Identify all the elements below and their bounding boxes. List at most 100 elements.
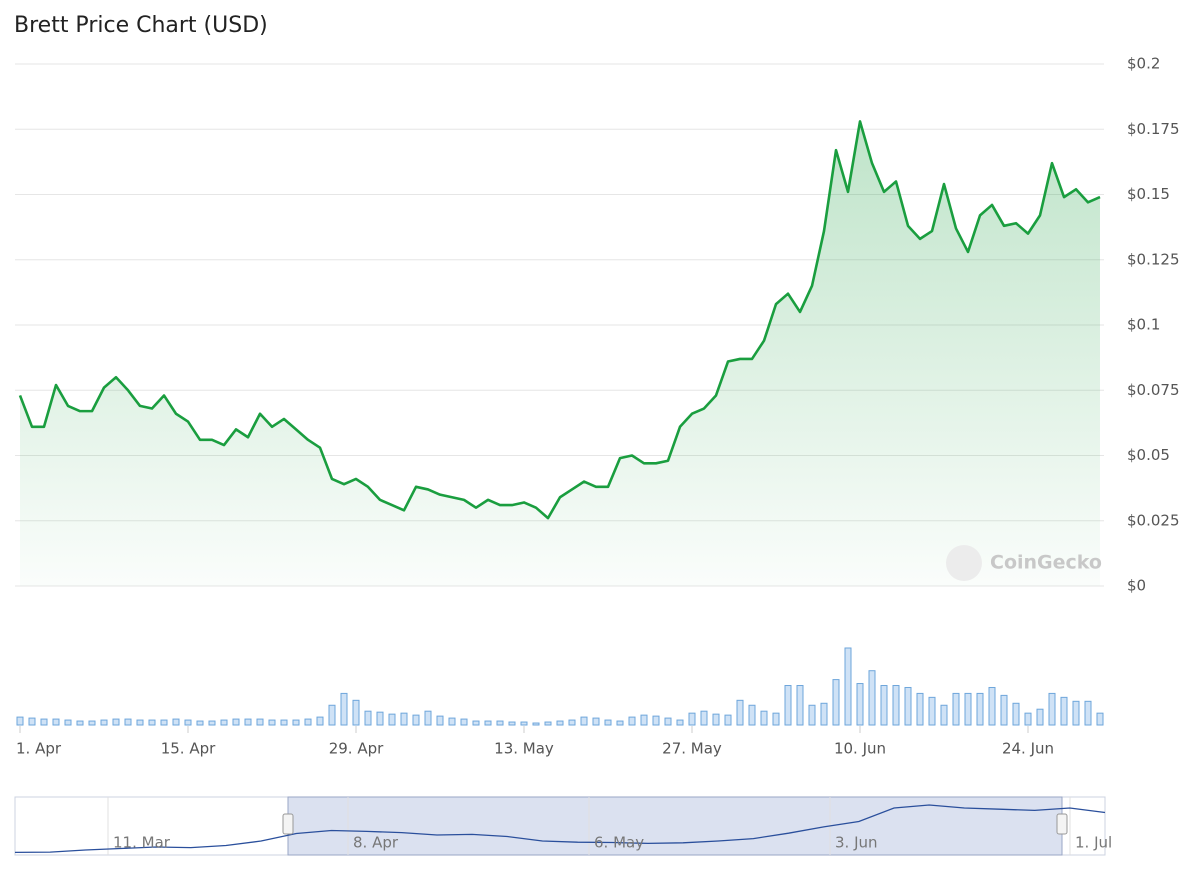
volume-bar bbox=[256, 718, 264, 726]
navigator-label: 6. May bbox=[594, 834, 644, 852]
volume-bar bbox=[616, 720, 624, 726]
volume-bar bbox=[232, 718, 240, 726]
volume-bar bbox=[964, 692, 972, 726]
x-tick-label: 24. Jun bbox=[1002, 740, 1054, 758]
volume-bar bbox=[676, 719, 684, 726]
volume-bar bbox=[544, 721, 552, 726]
volume-bar bbox=[772, 712, 780, 726]
volume-bar bbox=[376, 711, 384, 726]
volume-bar bbox=[952, 692, 960, 726]
volume-bar bbox=[184, 719, 192, 726]
volume-bar bbox=[220, 719, 228, 726]
volume-bar bbox=[148, 719, 156, 726]
x-tick-label: 29. Apr bbox=[329, 740, 384, 758]
volume-bar bbox=[568, 719, 576, 726]
volume-bar bbox=[424, 710, 432, 726]
navigator-label: 3. Jun bbox=[835, 834, 878, 852]
volume-bar bbox=[700, 710, 708, 726]
navigator-label: 8. Apr bbox=[353, 834, 399, 852]
volume-bar bbox=[28, 717, 36, 726]
volume-bar bbox=[856, 683, 864, 726]
y-tick-label: $0.1 bbox=[1127, 316, 1160, 334]
volume-bar bbox=[1072, 700, 1080, 726]
y-tick-label: $0.125 bbox=[1127, 250, 1180, 268]
volume-bar bbox=[496, 720, 504, 726]
volume-bar bbox=[412, 714, 420, 726]
volume-bar bbox=[52, 718, 60, 726]
x-tick-label: 1. Apr bbox=[16, 740, 62, 758]
y-tick-label: $0.075 bbox=[1127, 381, 1180, 399]
volume-bar bbox=[1036, 708, 1044, 726]
volume-bar bbox=[760, 710, 768, 726]
x-tick-label: 10. Jun bbox=[834, 740, 886, 758]
volume-bar bbox=[904, 686, 912, 726]
volume-bar bbox=[580, 716, 588, 726]
navigator-handle[interactable] bbox=[282, 813, 294, 835]
volume-bar bbox=[1084, 700, 1092, 726]
x-tick-label: 13. May bbox=[494, 740, 554, 758]
volume-bar bbox=[748, 704, 756, 726]
volume-bar bbox=[448, 717, 456, 726]
volume-bar bbox=[844, 647, 852, 726]
volume-bar bbox=[160, 719, 168, 726]
volume-bar bbox=[316, 716, 324, 726]
volume-bar bbox=[532, 722, 540, 726]
navigator-label: 11. Mar bbox=[113, 834, 171, 852]
y-tick-label: $0.025 bbox=[1127, 511, 1180, 529]
volume-bar bbox=[388, 713, 396, 726]
volume-bar bbox=[508, 721, 516, 726]
price-area bbox=[20, 121, 1100, 587]
volume-bar bbox=[208, 720, 216, 726]
volume-bar bbox=[736, 699, 744, 726]
x-tick-label: 27. May bbox=[662, 740, 722, 758]
volume-bar bbox=[1024, 712, 1032, 726]
volume-bar bbox=[472, 720, 480, 726]
volume-bar bbox=[664, 717, 672, 726]
y-tick-label: $0.175 bbox=[1127, 120, 1180, 138]
volume-bar bbox=[244, 718, 252, 726]
volume-bar bbox=[868, 670, 876, 726]
volume-bar bbox=[556, 720, 564, 726]
volume-bar bbox=[628, 716, 636, 726]
navigator-selection[interactable] bbox=[287, 796, 1063, 856]
volume-bar bbox=[340, 692, 348, 726]
volume-bar bbox=[1000, 694, 1008, 726]
volume-bar bbox=[796, 685, 804, 726]
y-tick-label: $0.15 bbox=[1127, 185, 1170, 203]
volume-bar bbox=[1096, 712, 1104, 726]
y-tick-label: $0.2 bbox=[1127, 55, 1160, 73]
volume-bar bbox=[64, 719, 72, 726]
volume-bar bbox=[880, 685, 888, 726]
volume-bar bbox=[832, 679, 840, 726]
volume-bar bbox=[712, 713, 720, 726]
volume-bar bbox=[100, 719, 108, 726]
navigator-label: 1. Jul bbox=[1075, 834, 1112, 852]
volume-bar bbox=[820, 702, 828, 726]
volume-bar bbox=[172, 718, 180, 726]
volume-bar bbox=[136, 719, 144, 726]
volume-bar bbox=[928, 696, 936, 726]
volume-bar bbox=[40, 718, 48, 726]
volume-bar bbox=[604, 719, 612, 726]
navigator-line bbox=[14, 804, 1106, 854]
volume-bar bbox=[592, 717, 600, 726]
volume-bar bbox=[16, 716, 24, 726]
volume-bar bbox=[724, 714, 732, 726]
watermark-text: CoinGecko bbox=[990, 552, 1102, 574]
volume-bar bbox=[652, 715, 660, 726]
chart-title: Brett Price Chart (USD) bbox=[14, 13, 268, 38]
volume-bar bbox=[436, 715, 444, 726]
volume-bar bbox=[688, 712, 696, 726]
volume-bar bbox=[196, 720, 204, 726]
volume-bar bbox=[484, 720, 492, 726]
volume-bar bbox=[292, 719, 300, 726]
volume-bar bbox=[460, 718, 468, 726]
volume-bar bbox=[268, 719, 276, 726]
volume-bar bbox=[808, 704, 816, 726]
volume-bar bbox=[304, 718, 312, 726]
volume-bar bbox=[76, 720, 84, 726]
volume-bar bbox=[892, 685, 900, 726]
volume-bar bbox=[640, 714, 648, 726]
navigator-handle[interactable] bbox=[1056, 813, 1068, 835]
volume-bar bbox=[112, 718, 120, 726]
